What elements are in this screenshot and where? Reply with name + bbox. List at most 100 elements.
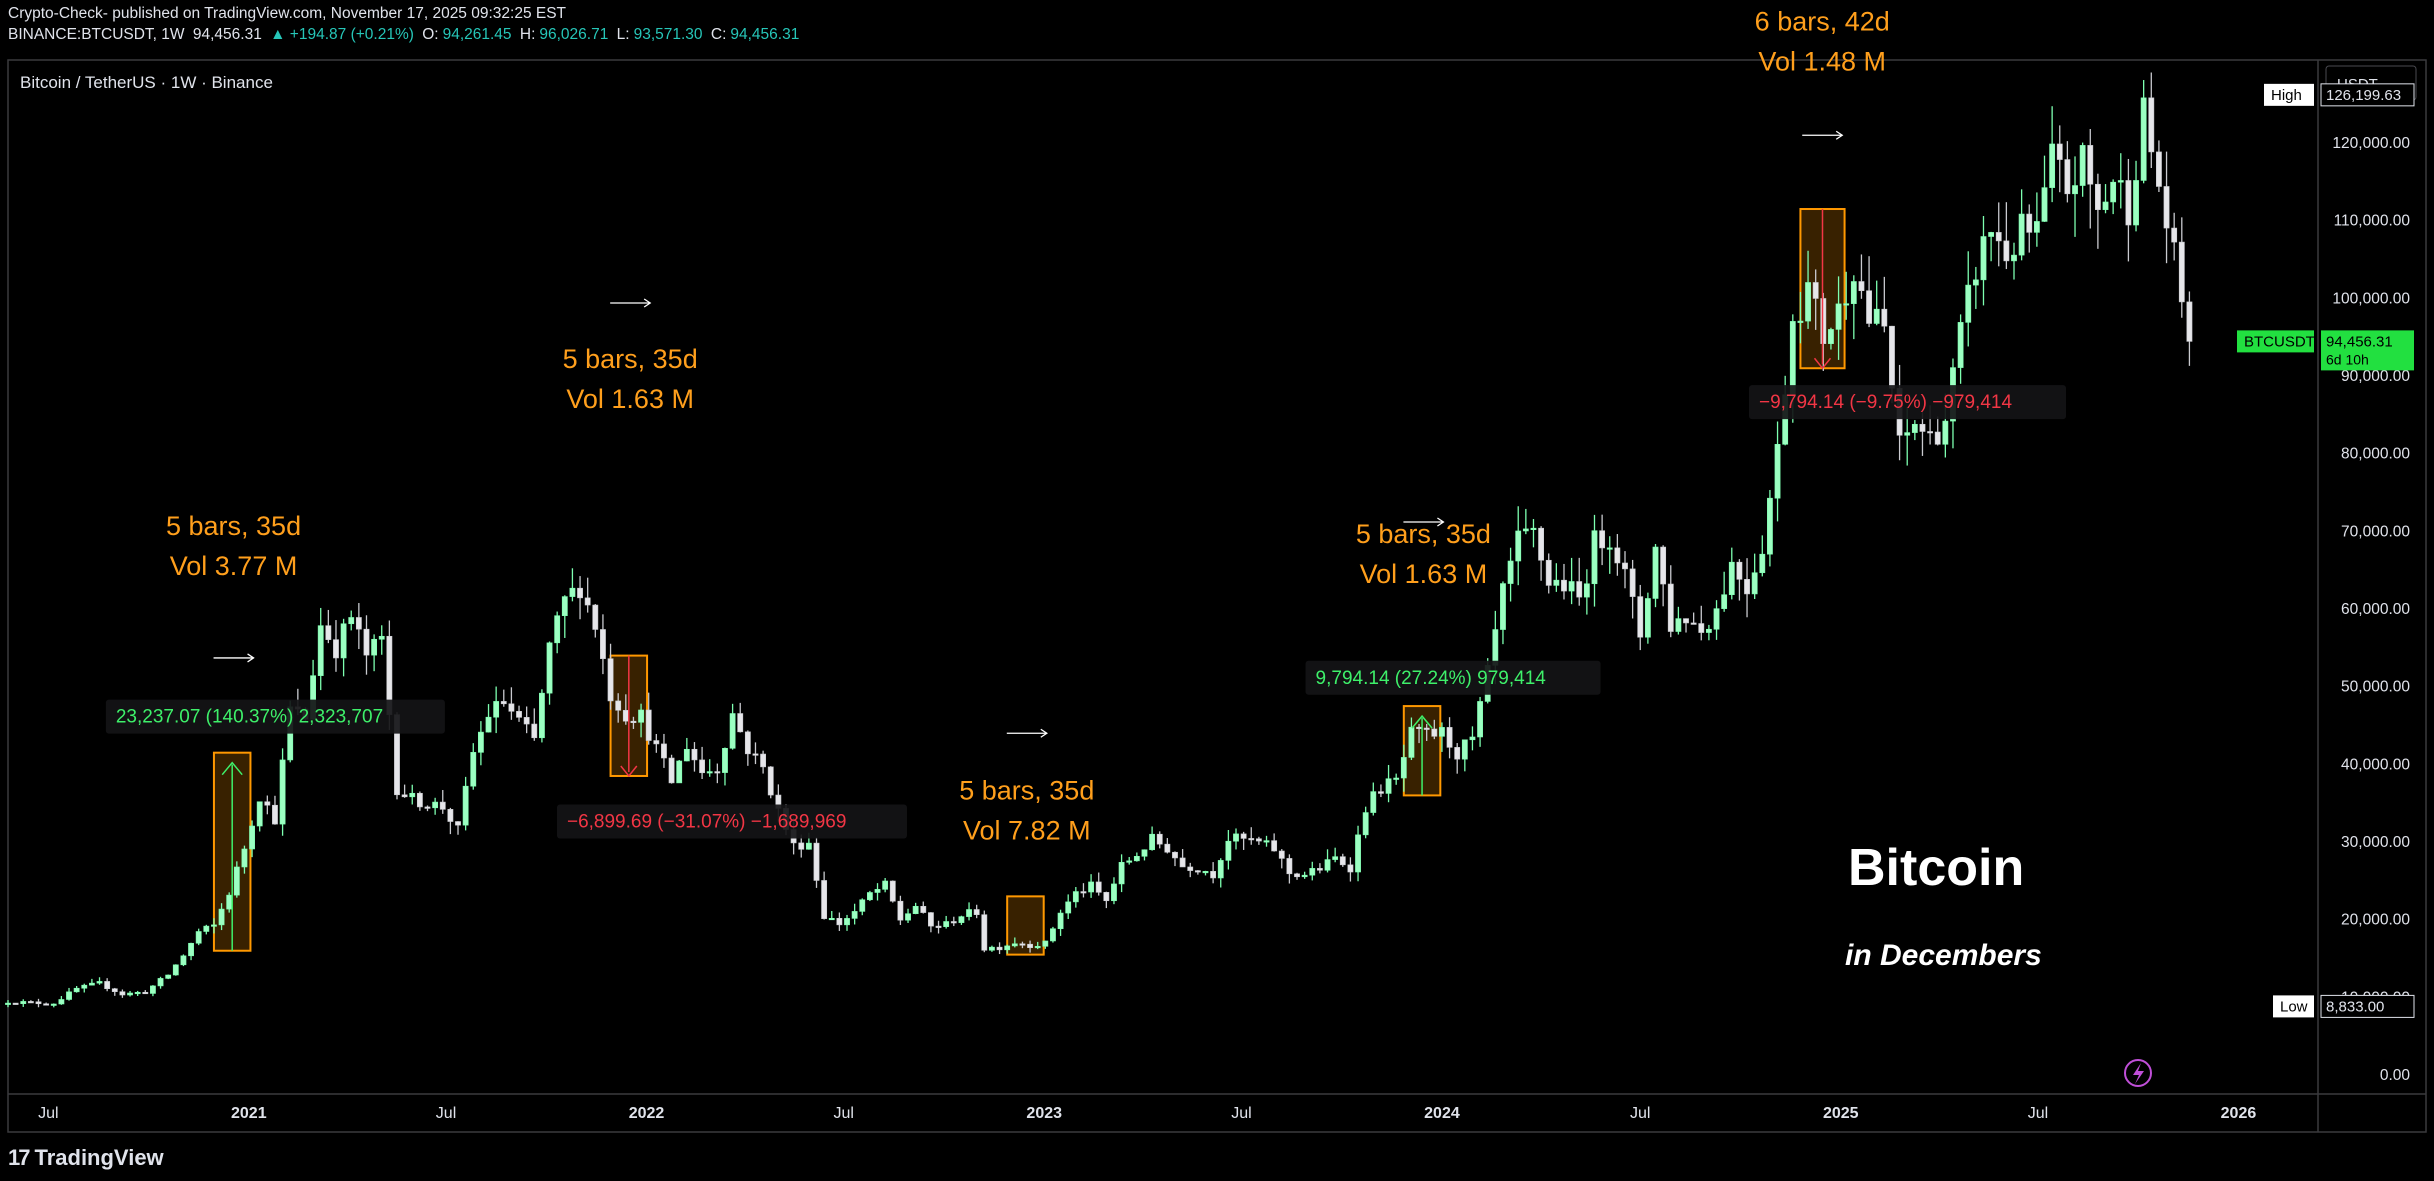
candle	[325, 609, 332, 644]
time-tick-label: 2021	[231, 1105, 267, 1122]
candle-body	[2125, 180, 2132, 226]
candle	[416, 791, 423, 811]
candle-body	[1858, 281, 1865, 292]
annotation-arrow-head	[247, 653, 255, 663]
candle-body	[1866, 290, 1872, 324]
candle-body	[150, 985, 156, 994]
candle-body	[1141, 849, 1148, 857]
measure-label: −6,899.69 (−31.07%) −1,689,969	[556, 804, 907, 839]
candle-body	[477, 731, 484, 753]
candle-body	[1667, 583, 1674, 632]
candle-body	[27, 1001, 34, 1004]
candle-body	[2087, 145, 2094, 185]
candle	[516, 705, 522, 722]
candle-body	[211, 924, 217, 927]
candle	[2026, 204, 2033, 253]
candle	[905, 908, 911, 924]
candle	[1210, 862, 1217, 884]
candle-body	[35, 1001, 42, 1005]
lightning-icon[interactable]	[2124, 1059, 2152, 1087]
candle	[1149, 826, 1156, 851]
candle-body	[272, 804, 278, 825]
candle-body	[1713, 608, 1720, 630]
candle-body	[264, 801, 271, 806]
candle-body	[2163, 186, 2170, 229]
measure-label-text: −6,899.69 (−31.07%) −1,689,969	[567, 811, 846, 832]
tradingview-logo-icon: 17	[8, 1145, 31, 1170]
candle	[1141, 849, 1148, 861]
candle-body	[43, 1003, 50, 1006]
high-value: 96,026.71	[539, 26, 609, 43]
candle	[73, 986, 80, 993]
candle-body	[1362, 812, 1369, 836]
candle-body	[1187, 866, 1194, 871]
candle-body	[1370, 791, 1377, 813]
symbol-ohlc-bar: BINANCE:BTCUSDT, 1W 94,456.31 ▲ +194.87 …	[8, 26, 800, 43]
time-tick-label: Jul	[436, 1105, 456, 1122]
candle-body	[1103, 892, 1110, 902]
candle	[950, 916, 957, 927]
candle	[1881, 276, 1888, 333]
candle-body	[607, 658, 614, 702]
candle	[1767, 489, 1773, 567]
candle	[600, 614, 606, 675]
candle-body	[1728, 561, 1735, 595]
candle	[1980, 216, 1987, 306]
candle-body	[1461, 739, 1468, 760]
candle	[104, 978, 111, 992]
candle	[569, 568, 576, 602]
candle	[1614, 534, 1621, 576]
candle-body	[943, 921, 950, 927]
candle	[1972, 266, 1979, 309]
candle-body	[958, 916, 965, 923]
candle-body	[1774, 443, 1781, 499]
candle-body	[485, 716, 492, 733]
candle	[1370, 782, 1377, 816]
candle	[20, 999, 27, 1007]
candle-body	[1317, 868, 1323, 871]
candle-body	[2186, 301, 2193, 342]
candle-body	[1812, 282, 1819, 299]
candle	[1675, 606, 1682, 635]
time-tick-label: 2025	[1823, 1105, 1859, 1122]
candle	[1683, 618, 1689, 633]
candle-body	[348, 617, 355, 625]
annotation-text: Vol 3.77 M	[170, 551, 298, 581]
candle-body	[592, 604, 599, 630]
annotation-arrow-head	[1040, 728, 1048, 738]
price-tick-label: 120,000.00	[2332, 135, 2410, 152]
candle	[981, 910, 988, 953]
candle	[523, 706, 530, 734]
candle	[1706, 624, 1712, 641]
time-tick-label: Jul	[1630, 1105, 1650, 1122]
candle	[12, 1002, 19, 1005]
candle	[1858, 254, 1865, 299]
candle-body	[2056, 143, 2063, 160]
candle	[1133, 852, 1140, 862]
candle	[912, 902, 919, 915]
candle	[2140, 80, 2147, 184]
candle-body	[195, 931, 202, 944]
candle	[813, 837, 820, 888]
candle-body	[950, 921, 957, 924]
time-tick-label: Jul	[834, 1105, 854, 1122]
range-down-arrow-head	[1813, 357, 1832, 370]
candle	[1919, 412, 1926, 456]
candle	[1690, 612, 1697, 625]
candle	[661, 733, 667, 768]
candle	[127, 990, 133, 997]
candle-body	[722, 747, 728, 773]
candle-body	[630, 720, 637, 723]
candle	[943, 915, 950, 929]
candle	[1812, 269, 1819, 330]
candle-body	[1828, 329, 1834, 344]
candle	[592, 604, 599, 638]
candle-body	[279, 759, 286, 825]
candle	[1828, 327, 1834, 350]
candle	[455, 821, 461, 835]
candle-body	[1789, 321, 1796, 396]
candle-body	[1332, 856, 1339, 860]
candle	[1103, 891, 1110, 909]
candle-body	[569, 587, 576, 597]
